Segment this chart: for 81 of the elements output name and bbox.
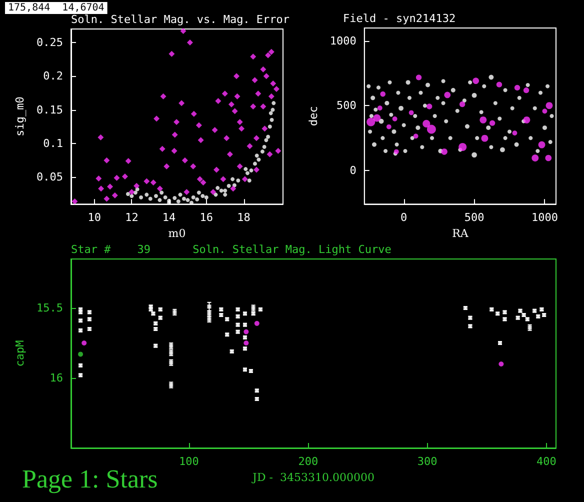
point bbox=[163, 195, 168, 200]
text: 175,844 14,6704 bbox=[8, 2, 104, 14]
x-axis-title: m0 bbox=[168, 227, 186, 240]
x-tick-label: 12 bbox=[125, 211, 138, 224]
point bbox=[256, 158, 261, 162]
y-axis-title: capM bbox=[14, 340, 27, 367]
point bbox=[270, 108, 275, 112]
point bbox=[126, 192, 130, 196]
chart-subtitle: Star # 39 bbox=[71, 243, 150, 256]
point bbox=[82, 340, 87, 346]
x-axis-title: RA bbox=[452, 227, 470, 240]
point bbox=[176, 199, 180, 204]
point bbox=[191, 195, 196, 200]
x-tick-label: 0 bbox=[400, 211, 408, 224]
point bbox=[246, 171, 250, 176]
point bbox=[264, 138, 268, 142]
x-tick-label: 500 bbox=[464, 211, 484, 224]
x-tick-label: 18 bbox=[237, 211, 250, 224]
point bbox=[216, 186, 220, 190]
y-tick-label: 0.1 bbox=[43, 136, 63, 150]
y-tick-label: 0 bbox=[350, 164, 356, 177]
point bbox=[254, 154, 259, 158]
point bbox=[268, 124, 272, 129]
point bbox=[78, 352, 84, 357]
chart-title: Field - syn214132 bbox=[343, 12, 456, 25]
x-tick-label: 10 bbox=[88, 211, 101, 224]
point bbox=[254, 320, 260, 326]
y-tick-label: 0.05 bbox=[36, 170, 63, 184]
y-tick-label: 0.2 bbox=[43, 70, 63, 83]
x-tick-label: 400 bbox=[536, 455, 556, 468]
point bbox=[195, 197, 200, 202]
point bbox=[244, 167, 248, 172]
point bbox=[247, 178, 252, 183]
x-tick-label: 300 bbox=[417, 455, 438, 468]
point bbox=[498, 362, 504, 366]
point bbox=[219, 188, 224, 193]
point bbox=[154, 194, 158, 198]
point bbox=[204, 195, 208, 200]
point bbox=[139, 195, 144, 200]
point bbox=[223, 192, 228, 197]
point bbox=[158, 198, 162, 202]
point bbox=[262, 144, 266, 149]
x-tick-label: 200 bbox=[298, 455, 318, 468]
point bbox=[172, 196, 177, 200]
y-tick-label: 16 bbox=[50, 372, 63, 384]
point bbox=[268, 111, 273, 116]
y-axis-title: dec bbox=[307, 106, 320, 126]
point bbox=[244, 340, 249, 346]
text: Page 1: Stars bbox=[22, 464, 158, 494]
point bbox=[272, 101, 276, 106]
point bbox=[266, 134, 270, 139]
point bbox=[226, 184, 231, 188]
point bbox=[160, 190, 164, 195]
point bbox=[182, 196, 186, 201]
x-tick-label: 1000 bbox=[531, 211, 558, 224]
point bbox=[223, 188, 228, 193]
chart-title: Soln. Stellar Mag. vs. Mag. Error bbox=[71, 13, 290, 26]
point bbox=[236, 178, 240, 183]
x-tick-label: 100 bbox=[179, 455, 199, 468]
point bbox=[148, 196, 152, 201]
point bbox=[260, 150, 264, 154]
point bbox=[186, 198, 190, 202]
y-tick-label: 0.15 bbox=[36, 103, 63, 116]
point bbox=[270, 118, 274, 122]
point bbox=[178, 192, 182, 197]
point bbox=[200, 194, 205, 198]
x-tick-label: 14 bbox=[162, 211, 176, 224]
y-tick-label: 15.5 bbox=[36, 302, 63, 314]
y-axis-title: sig_m0 bbox=[14, 96, 27, 136]
point bbox=[230, 177, 235, 182]
point bbox=[196, 190, 201, 195]
point bbox=[252, 162, 257, 166]
y-tick-label: 1000 bbox=[330, 34, 356, 48]
y-tick-label: 0.25 bbox=[36, 36, 63, 49]
point bbox=[249, 168, 254, 172]
y-tick-label: 500 bbox=[336, 99, 356, 112]
point bbox=[214, 192, 218, 197]
chart-title: Soln. Stellar Mag. Light Curve bbox=[192, 243, 392, 256]
x-axis-title: JD - 3453310.000000 bbox=[252, 470, 374, 484]
x-tick-label: 16 bbox=[200, 211, 214, 224]
point bbox=[144, 192, 149, 197]
